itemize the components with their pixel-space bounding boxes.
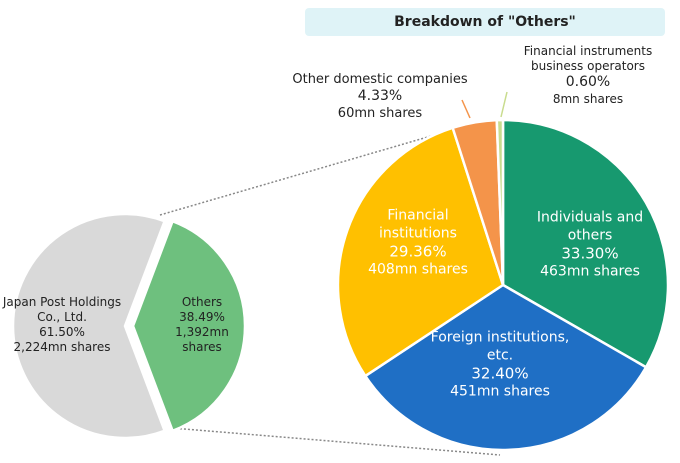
value-label: 29.36%: [389, 242, 447, 261]
pie-slice: [131, 219, 247, 433]
slice-label: Individuals and others 33.30% 463mn shares: [535, 209, 645, 280]
shares-label: 1,392mn shares: [175, 325, 229, 354]
slice-label: Japan Post Holdings Co., Ltd. 61.50% 2,224…: [2, 295, 122, 355]
category-label: Financial instruments business operators: [523, 43, 653, 73]
pie-slice: [501, 118, 670, 369]
pie-slice: [495, 118, 505, 286]
shares-label: 451mn shares: [450, 383, 550, 400]
slice-label: Financial instruments business operators…: [503, 44, 673, 107]
shares-label: 60mn shares: [337, 105, 423, 121]
shares-label: 463mn shares: [540, 263, 640, 280]
category-label: Foreign institutions, etc.: [430, 329, 570, 363]
pie-slice: [336, 126, 505, 378]
leader-line: [500, 91, 508, 118]
pie-slice: [363, 283, 648, 452]
shares-label: 408mn shares: [368, 261, 468, 278]
value-label: 61.50%: [39, 325, 85, 339]
value-label: 0.60%: [565, 73, 611, 90]
shares-label: 8mn shares: [552, 91, 624, 106]
slice-label: Financial institutions 29.36% 408mn shares: [363, 207, 473, 278]
category-label: Other domestic companies: [292, 72, 468, 87]
connector: [171, 427, 501, 456]
slice-label: Other domestic companies 4.33% 60mn shares: [270, 72, 490, 122]
connector: [159, 126, 463, 216]
slice-label: Others 38.49% 1,392mn shares: [157, 295, 247, 355]
leader-line: [461, 99, 471, 119]
category-label: Japan Post Holdings Co., Ltd.: [2, 295, 122, 324]
value-label: 33.30%: [561, 244, 619, 263]
chart-title: Breakdown of "Others": [305, 8, 665, 36]
value-label: 32.40%: [471, 364, 529, 383]
shares-label: 2,224mn shares: [13, 340, 111, 354]
slice-label: Foreign institutions, etc. 32.40% 451mn sh…: [425, 329, 575, 400]
category-label: Financial institutions: [379, 207, 457, 241]
category-label: Individuals and others: [536, 209, 644, 243]
category-label: Others: [181, 295, 223, 309]
value-label: 38.49%: [179, 310, 225, 324]
pie-slice: [11, 212, 167, 440]
value-label: 4.33%: [357, 88, 403, 105]
